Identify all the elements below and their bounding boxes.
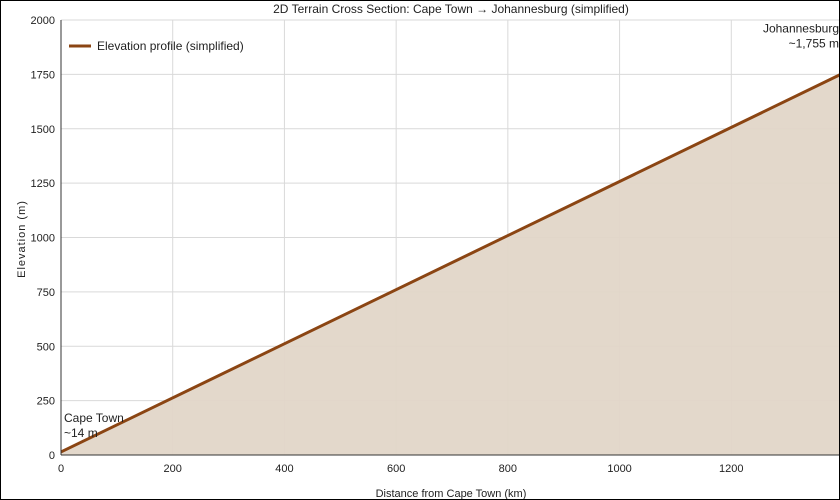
y-axis-label: Elevation (m): [16, 200, 28, 278]
y-tick-2000: 2000: [31, 15, 55, 27]
x-tick-200: 200: [164, 463, 182, 475]
x-tick-labels: 0 200 400 600 800 1000 1200: [58, 463, 744, 475]
chart-title: 2D Terrain Cross Section: Cape Town → Jo…: [273, 2, 629, 16]
y-tick-1250: 1250: [31, 178, 55, 190]
y-tick-0: 0: [49, 450, 55, 462]
x-tick-400: 400: [275, 463, 293, 475]
x-tick-1200: 1200: [719, 463, 743, 475]
annotation-1-line-0: Johannesburg: [763, 21, 839, 35]
x-tick-600: 600: [387, 463, 405, 475]
y-tick-labels: 0 250 500 750 1000 1250 1500 1750 2000: [31, 15, 55, 462]
x-tick-800: 800: [499, 463, 517, 475]
annotation-1: Johannesburg ~1,755 m: [763, 21, 839, 50]
y-tick-250: 250: [37, 396, 55, 408]
legend: Elevation profile (simplified): [69, 39, 244, 53]
x-axis-label: Distance from Cape Town (km): [376, 488, 527, 500]
annotation-1-line-1: ~1,755 m: [789, 36, 839, 50]
annotations: Cape Town ~14 m Johannesburg ~1,755 m: [64, 21, 839, 440]
y-tick-1000: 1000: [31, 233, 55, 245]
annotation-0: Cape Town ~14 m: [64, 411, 124, 440]
legend-label: Elevation profile (simplified): [97, 39, 244, 53]
annotation-0-line-1: ~14 m: [64, 426, 98, 440]
x-tick-1000: 1000: [607, 463, 631, 475]
y-tick-1500: 1500: [31, 124, 55, 136]
y-tick-750: 750: [37, 287, 55, 299]
annotation-0-line-0: Cape Town: [64, 411, 124, 425]
elevation-line: [60, 73, 839, 454]
y-tick-500: 500: [37, 341, 55, 353]
x-tick-0: 0: [58, 463, 64, 475]
y-tick-1750: 1750: [31, 69, 55, 81]
